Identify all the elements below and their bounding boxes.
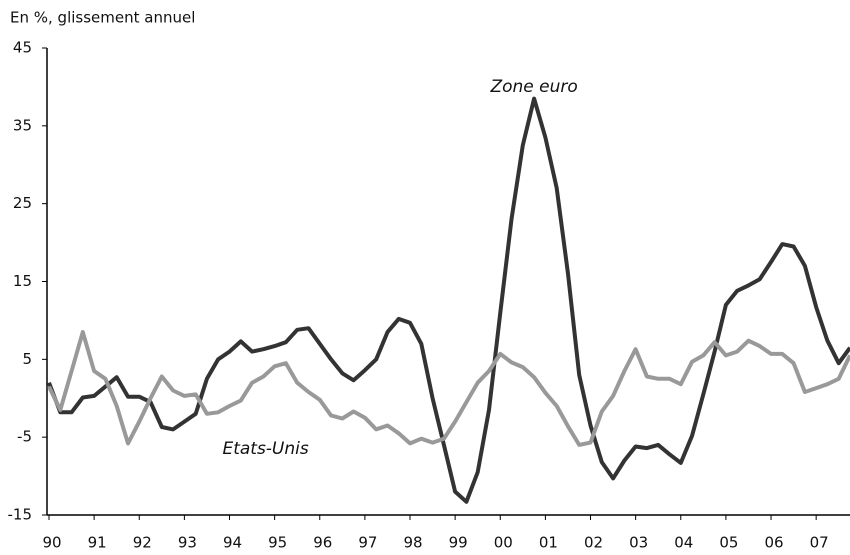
y-tick-label: -5 — [17, 428, 32, 446]
x-tick-label: 07 — [810, 534, 829, 552]
y-axis-label: En %, glissement annuel — [10, 9, 195, 27]
x-tick-label: 01 — [539, 534, 558, 552]
annotation: Zone euro — [489, 77, 577, 97]
x-tick-label: 03 — [629, 534, 648, 552]
series-line — [47, 96, 850, 504]
x-tick-label: 00 — [494, 534, 513, 552]
y-tick-label: -15 — [8, 506, 33, 524]
x-tick-label: 04 — [674, 534, 693, 552]
x-tick-label: 05 — [719, 534, 738, 552]
series-line — [47, 330, 850, 447]
x-tick-label: 90 — [42, 534, 61, 552]
y-tick-label: 45 — [13, 39, 32, 57]
x-tick-label: 93 — [178, 534, 197, 552]
x-tick-label: 91 — [88, 534, 107, 552]
x-tick-label: 97 — [358, 534, 377, 552]
x-tick-label: 92 — [133, 534, 152, 552]
annotation: Etats-Unis — [222, 439, 308, 459]
y-tick-label: 5 — [22, 350, 32, 368]
x-tick-label: 99 — [449, 534, 468, 552]
x-tick-label: 98 — [403, 534, 422, 552]
x-tick-label: 95 — [268, 534, 287, 552]
x-tick-label: 02 — [584, 534, 603, 552]
y-tick-label: 15 — [13, 272, 32, 290]
x-tick-label: 06 — [764, 534, 783, 552]
y-tick-label: 35 — [13, 116, 32, 134]
x-tick-label: 94 — [223, 534, 242, 552]
x-tick-label: 96 — [313, 534, 332, 552]
y-tick-label: 25 — [13, 194, 32, 212]
